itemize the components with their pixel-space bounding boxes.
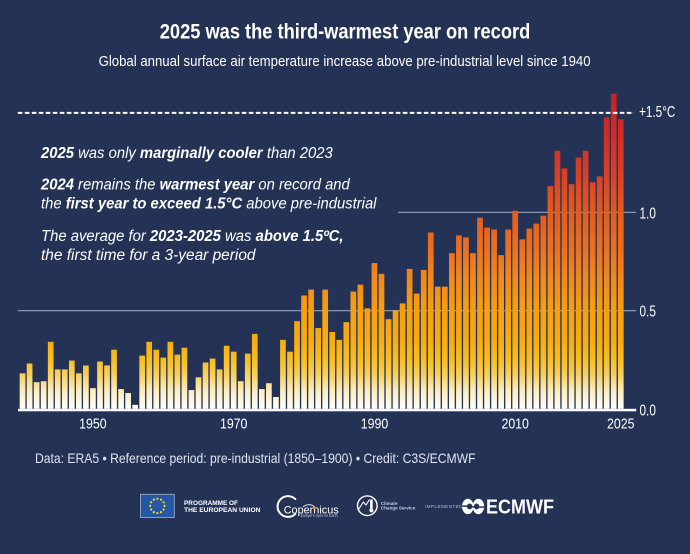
- svg-text:The average for 2023-2025 was: The average for 2023-2025 was above 1.5º…: [41, 228, 344, 245]
- svg-text:2025 was only marginally coole: 2025 was only marginally cooler than 202…: [40, 145, 333, 162]
- svg-text:0.5: 0.5: [640, 304, 656, 321]
- svg-text:2010: 2010: [501, 415, 529, 432]
- svg-text:1970: 1970: [220, 415, 248, 432]
- svg-text:THE EUROPEAN UNION: THE EUROPEAN UNION: [184, 507, 261, 514]
- svg-text:2025: 2025: [607, 415, 635, 432]
- svg-text:+1.5°C: +1.5°C: [639, 104, 675, 121]
- svg-text:2025 was the third-warmest yea: 2025 was the third-warmest year on recor…: [160, 21, 531, 44]
- svg-text:Change Service: Change Service: [381, 506, 416, 511]
- svg-text:the first year to exceed 1.5°C: the first year to exceed 1.5°C above pre…: [41, 196, 377, 213]
- svg-text:Data: ERA5 • Reference period:: Data: ERA5 • Reference period: pre-indus…: [35, 450, 476, 466]
- svg-text:ECMWF: ECMWF: [486, 497, 554, 519]
- svg-text:Copernicus: Copernicus: [284, 505, 339, 517]
- svg-text:Europe’s eyes on Earth: Europe’s eyes on Earth: [301, 513, 339, 518]
- svg-text:the first time for a 3-year pe: the first time for a 3-year period: [41, 247, 257, 264]
- svg-text:0.0: 0.0: [640, 403, 657, 420]
- svg-text:2024 remains the warmest year: 2024 remains the warmest year on record …: [40, 177, 351, 194]
- svg-text:1.0: 1.0: [640, 205, 657, 222]
- svg-text:1990: 1990: [361, 415, 389, 432]
- svg-text:Climate: Climate: [381, 501, 398, 506]
- svg-text:1950: 1950: [79, 415, 107, 432]
- svg-text:PROGRAMME OF: PROGRAMME OF: [184, 500, 238, 507]
- svg-text:Global annual surface air temp: Global annual surface air temperature in…: [99, 53, 591, 70]
- svg-text:IMPLEMENTED BY: IMPLEMENTED BY: [425, 504, 472, 509]
